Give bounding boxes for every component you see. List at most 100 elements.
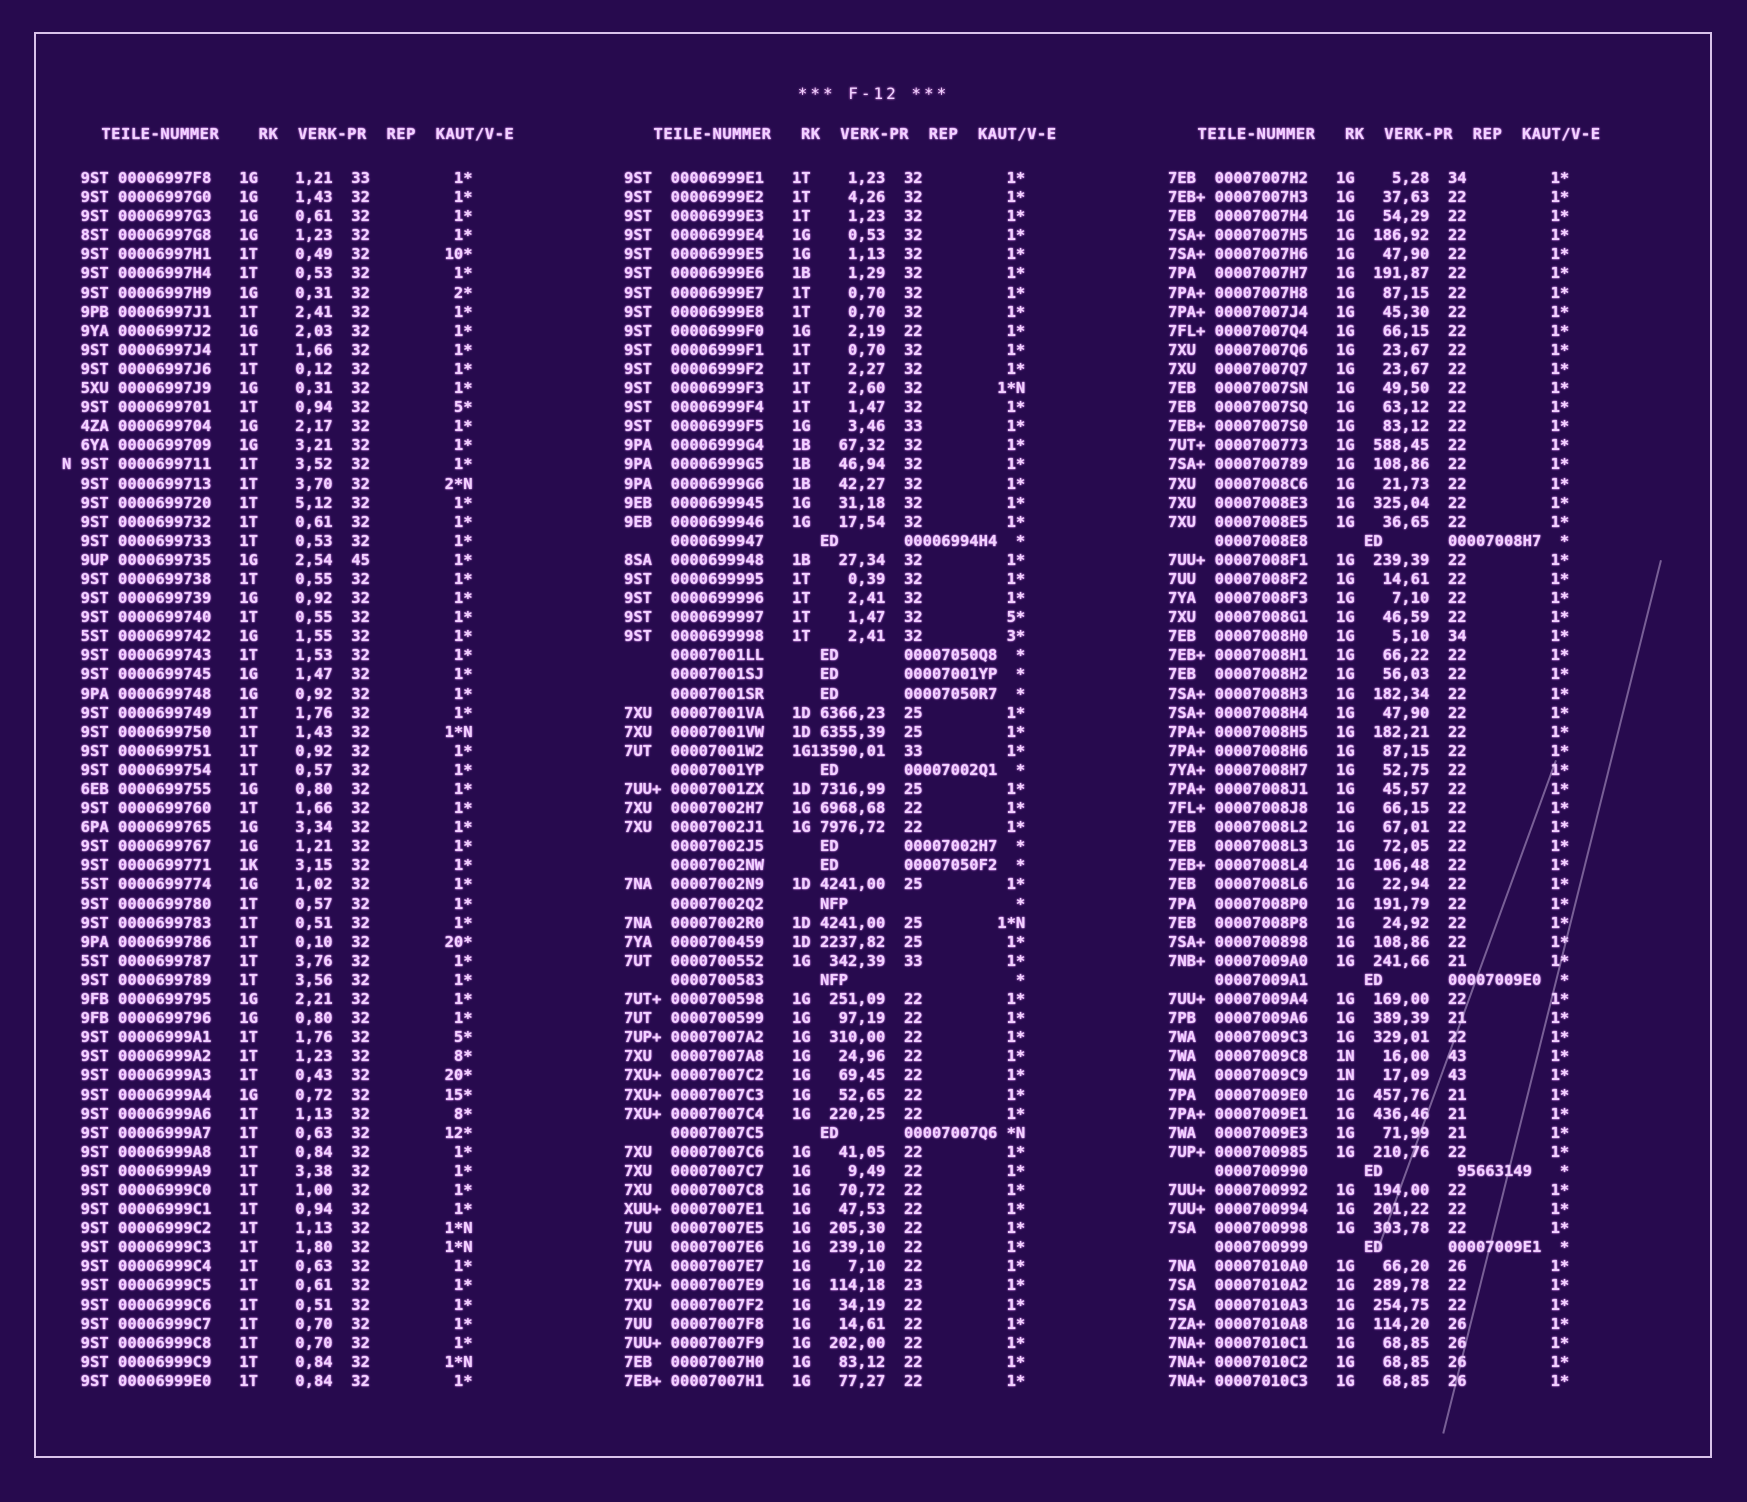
listing-row: 9ST 0000699760 1T 1,66 32 1* <box>62 799 473 818</box>
listing-row: N 9ST 0000699711 1T 3,52 32 1* <box>62 455 473 474</box>
listing-row: 7EB 00007008L3 1G 72,05 22 1* <box>1168 837 1570 856</box>
listing-row: 9ST 0000699998 1T 2,41 32 3* <box>624 627 1026 646</box>
listing-row: 5ST 0000699774 1G 1,02 32 1* <box>62 875 473 894</box>
listing-row: 7EB+ 00007008H1 1G 66,22 22 1* <box>1168 646 1570 665</box>
listing-row: 00007001YP ED 00007002Q1 * <box>624 760 1026 779</box>
listing-row: 7EB 00007007H4 1G 54,29 22 1* <box>1168 207 1570 226</box>
listing-row: 7PA 00007009E0 1G 457,76 21 1* <box>1168 1085 1570 1104</box>
listing-row: 7EB+ 00007007H1 1G 77,27 22 1* <box>624 1371 1026 1390</box>
listing-row: 7NA+ 00007010C3 1G 68,85 26 1* <box>1168 1371 1570 1390</box>
listing-row: 7SA+ 00007007H6 1G 47,90 22 1* <box>1168 245 1570 264</box>
listing-row: 7PA+ 00007008H5 1G 182,21 22 1* <box>1168 722 1570 741</box>
listing-row: 9PA 00006999G6 1B 42,27 32 1* <box>624 474 1026 493</box>
listing-row: 9ST 0000699771 1K 3,15 32 1* <box>62 856 473 875</box>
listing-row: 7WA 00007009C3 1G 329,01 22 1* <box>1168 1028 1570 1047</box>
listing-row: 9PB 00006997J1 1T 2,41 32 1* <box>62 302 473 321</box>
listing-row: 00007008E8 ED 00007008H7 * <box>1168 531 1570 550</box>
listing-row: 7FL+ 00007008J8 1G 66,15 22 1* <box>1168 799 1570 818</box>
listing-row: 7XU 00007001VW 1D 6355,39 25 1* <box>624 722 1026 741</box>
listing-row: 7UT 00007001W2 1G13590,01 33 1* <box>624 741 1026 760</box>
listing-row: 7FL+ 00007007Q4 1G 66,15 22 1* <box>1168 321 1570 340</box>
listing-row: 7EB 00007008L2 1G 67,01 22 1* <box>1168 818 1570 837</box>
listing-row: 9ST 00006999C0 1T 1,00 32 1* <box>62 1180 473 1199</box>
listing-row: 6YA 0000699709 1G 3,21 32 1* <box>62 436 473 455</box>
listing-row: 9ST 00006999E2 1T 4,26 32 1* <box>624 188 1026 207</box>
listing-row: 7NB+ 00007009A0 1G 241,66 21 1* <box>1168 951 1570 970</box>
listing-row: 9ST 00006999A3 1T 0,43 32 20* <box>62 1066 473 1085</box>
listing-row: 7XU 00007007C7 1G 9,49 22 1* <box>624 1161 1026 1180</box>
listing-row: 0000700583 NFP * <box>624 970 1026 989</box>
listing-row: 9ST 00006997H1 1T 0,49 32 10* <box>62 245 473 264</box>
listing-row: 0000700999 ED 00007009E1 * <box>1168 1238 1570 1257</box>
listing-row: 7XU 00007007Q6 1G 23,67 22 1* <box>1168 340 1570 359</box>
listing-row: 9ST 0000699750 1T 1,43 32 1*N <box>62 722 473 741</box>
listing-row: 9ST 00006999F0 1G 2,19 22 1* <box>624 321 1026 340</box>
listing-row: 7UP+ 0000700985 1G 210,76 22 1* <box>1168 1142 1570 1161</box>
column-header-3: TEILE-NUMMER RK VERK-PR REP KAUT/V-E <box>1168 125 1601 143</box>
listing-row: 7EB 00007007SQ 1G 63,12 22 1* <box>1168 398 1570 417</box>
listing-row: 7WA 00007009E3 1G 71,99 21 1* <box>1168 1123 1570 1142</box>
listing-row: 9ST 00006997H9 1G 0,31 32 2* <box>62 283 473 302</box>
listing-row: 7ZA+ 00007010A8 1G 114,20 26 1* <box>1168 1314 1570 1333</box>
listing-row: 9ST 00006999A2 1T 1,23 32 8* <box>62 1047 473 1066</box>
listing-row: 9ST 0000699720 1T 5,12 32 1* <box>62 493 473 512</box>
listing-row: 9ST 00006999A9 1T 3,38 32 1* <box>62 1161 473 1180</box>
listing-row: 7XU+ 00007007E9 1G 114,18 23 1* <box>624 1276 1026 1295</box>
listing-row: 7SA 0000700998 1G 303,78 22 1* <box>1168 1219 1570 1238</box>
listing-row: 9ST 00006997G0 1G 1,43 32 1* <box>62 188 473 207</box>
listing-row: 9ST 00006999F3 1T 2,60 32 1*N <box>624 379 1026 398</box>
listing-row: 9ST 00006997H4 1T 0,53 32 1* <box>62 264 473 283</box>
listing-row: 9ST 00006999C1 1T 0,94 32 1* <box>62 1200 473 1219</box>
listing-row: 9ST 00006999F2 1T 2,27 32 1* <box>624 359 1026 378</box>
listing-row: 9FB 0000699796 1G 0,80 32 1* <box>62 1009 473 1028</box>
listing-row: 9ST 00006997F8 1G 1,21 33 1* <box>62 169 473 187</box>
listing-row: 9ST 0000699751 1T 0,92 32 1* <box>62 741 473 760</box>
listing-row: 7UU+ 00007001ZX 1D 7316,99 25 1* <box>624 780 1026 798</box>
listing-row: 7SA+ 00007008H3 1G 182,34 22 1* <box>1168 684 1570 703</box>
listing-row: 9ST 0000699739 1G 0,92 32 1* <box>62 589 473 608</box>
listing-row: 7EB+ 00007007H3 1G 37,63 22 1* <box>1168 188 1570 207</box>
listing-row: 9ST 0000699997 1T 1,47 32 5* <box>624 608 1026 627</box>
listing-row: 9ST 00006999F5 1G 3,46 33 1* <box>624 417 1026 436</box>
listing-row: 7SA 00007010A2 1G 289,78 22 1* <box>1168 1276 1570 1295</box>
listing-row: 7PA+ 00007007H8 1G 87,15 22 1* <box>1168 283 1570 302</box>
listing-row: 9ST 00006999C8 1T 0,70 32 1* <box>62 1333 473 1352</box>
listing-row: 7XU+ 00007007C3 1G 52,65 22 1* <box>624 1085 1026 1104</box>
listing-row: 9ST 00006999E0 1T 0,84 32 1* <box>62 1371 473 1390</box>
listing-row: 9ST 00006999A7 1T 0,63 32 12* <box>62 1123 473 1142</box>
listing-row: 9ST 0000699733 1T 0,53 32 1* <box>62 531 473 550</box>
listing-row: 9ST 00006999E1 1T 1,23 32 1* <box>624 169 1026 187</box>
listing-row: 00007001SJ ED 00007001YP * <box>624 665 1026 684</box>
listing-row: 9ST 00006999E3 1T 1,23 32 1* <box>624 207 1026 226</box>
listing-row: 7YA 00007007E7 1G 7,10 22 1* <box>624 1257 1026 1276</box>
listing-row: 9ST 00006999C9 1T 0,84 32 1*N <box>62 1352 473 1371</box>
listing-row: 7UT+ 0000700773 1G 588,45 22 1* <box>1168 436 1570 455</box>
listing-row: 7XU 00007007C6 1G 41,05 22 1* <box>624 1142 1026 1161</box>
listing-row: 9ST 0000699740 1T 0,55 32 1* <box>62 608 473 627</box>
listing-row: 6PA 0000699765 1G 3,34 32 1* <box>62 818 473 837</box>
listing-row: 7EB+ 00007008L4 1G 106,48 22 1* <box>1168 856 1570 875</box>
listing-row: 5ST 0000699742 1G 1,55 32 1* <box>62 627 473 646</box>
listing-row: 7EB 00007007H0 1G 83,12 22 1* <box>624 1352 1026 1371</box>
listing-row: 7SA+ 0000700789 1G 108,86 22 1* <box>1168 455 1570 474</box>
listing-row: 00007002Q2 NFP * <box>624 894 1026 913</box>
listing-row: 9ST 00006999E5 1G 1,13 32 1* <box>624 245 1026 264</box>
listing-row: 9UP 0000699735 1G 2,54 45 1* <box>62 550 473 569</box>
listing-row: 7UU+ 0000700994 1G 201,22 22 1* <box>1168 1200 1570 1219</box>
page-border <box>34 32 1712 1458</box>
listing-row: 9ST 00006999E6 1B 1,29 32 1* <box>624 264 1026 283</box>
listing-row: 7EB 00007008L6 1G 22,94 22 1* <box>1168 875 1570 894</box>
column-header-1: TEILE-NUMMER RK VERK-PR REP KAUT/V-E <box>62 125 515 143</box>
listing-row: 7XU 00007001VA 1D 6366,23 25 1* <box>624 703 1026 722</box>
listing-row: 7UU 00007008F2 1G 14,61 22 1* <box>1168 569 1570 588</box>
listing-row: 7XU 00007007C8 1G 70,72 22 1* <box>624 1180 1026 1199</box>
listing-row: 9ST 00006999A1 1T 1,76 32 5* <box>62 1028 473 1047</box>
listing-row: 7PA+ 00007007J4 1G 45,30 22 1* <box>1168 302 1570 321</box>
listing-row: 9ST 00006999E4 1G 0,53 32 1* <box>624 226 1026 245</box>
listing-row: 9ST 0000699789 1T 3,56 32 1* <box>62 970 473 989</box>
listing-row: 9PA 0000699786 1T 0,10 32 20* <box>62 932 473 951</box>
listing-row: 7SA+ 00007007H5 1G 186,92 22 1* <box>1168 226 1570 245</box>
listing-row: 9ST 0000699767 1G 1,21 32 1* <box>62 837 473 856</box>
listing-row: 9PA 0000699748 1G 0,92 32 1* <box>62 684 473 703</box>
listing-row: 9ST 00006997G3 1G 0,61 32 1* <box>62 207 473 226</box>
